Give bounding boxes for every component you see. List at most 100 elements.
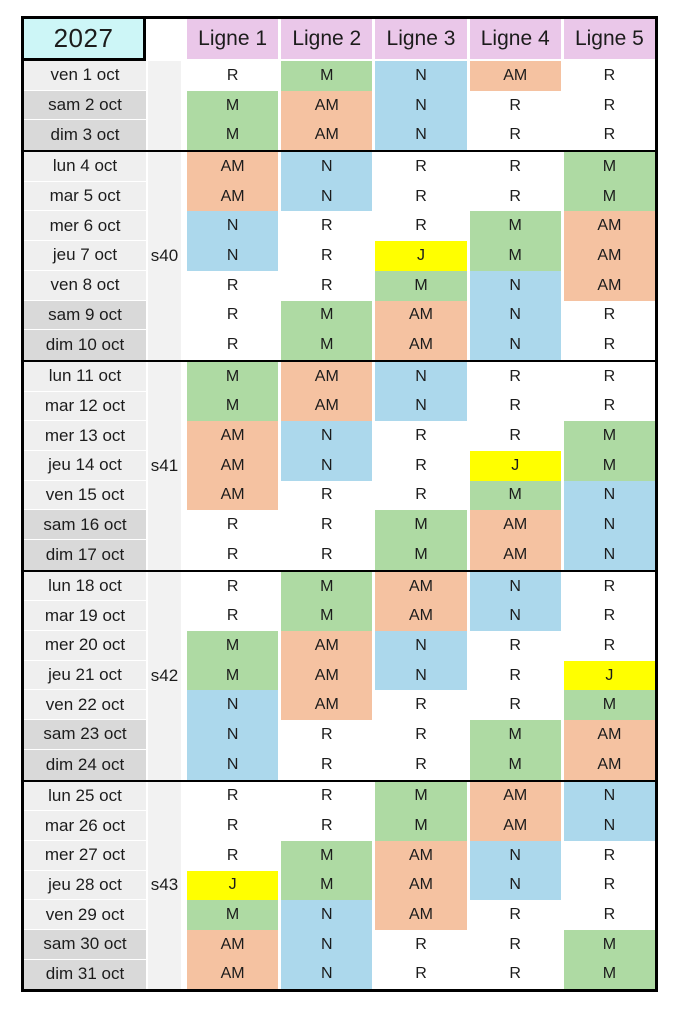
shift-cell: R [560, 90, 655, 121]
shift-cell: AM [372, 571, 467, 602]
date-cell: jeu 7 oct [24, 241, 146, 271]
shift-cell: AM [278, 631, 373, 661]
shift-cell: J [372, 241, 467, 271]
shift-cell: M [466, 211, 561, 242]
shift-cell: AM [278, 361, 373, 392]
shift-cell: R [278, 270, 373, 301]
shift-cell: AM [184, 421, 279, 451]
shift-cell: R [560, 601, 655, 632]
date-cell: dim 24 oct [24, 749, 146, 780]
column-header-ligne-4: Ligne 4 [466, 19, 561, 61]
shift-cell: M [560, 421, 655, 451]
shift-cell: R [184, 811, 279, 841]
shift-cell: AM [278, 90, 373, 121]
shift-cell: M [372, 270, 467, 301]
shift-cell: N [466, 601, 561, 632]
shift-cell: R [184, 330, 279, 360]
shift-cell: AM [184, 929, 279, 960]
shift-cell: R [184, 61, 279, 91]
shift-cell: AM [184, 181, 279, 212]
shift-cell: M [372, 540, 467, 570]
date-cell: lun 11 oct [24, 361, 146, 392]
week-number-label: s43 [146, 781, 184, 990]
shift-cell: R [372, 720, 467, 750]
shift-cell: AM [278, 391, 373, 422]
date-cell: lun 25 oct [24, 781, 146, 812]
week-number-label: s40 [146, 152, 184, 360]
date-cell: mar 26 oct [24, 811, 146, 841]
shift-cell: R [560, 840, 655, 871]
shift-cell: R [184, 510, 279, 540]
shift-cell: M [278, 601, 373, 632]
shift-cell: M [184, 361, 279, 392]
shift-cell: R [560, 330, 655, 360]
shift-cell: R [560, 300, 655, 331]
shift-cell: R [560, 61, 655, 91]
date-cell: mar 12 oct [24, 391, 146, 422]
shift-cell: N [372, 361, 467, 392]
shift-cell: AM [278, 660, 373, 691]
date-cell: ven 8 oct [24, 270, 146, 301]
shift-cell: R [466, 391, 561, 422]
shift-cell: R [466, 361, 561, 392]
shift-cell: M [560, 959, 655, 990]
shift-cell: N [278, 900, 373, 930]
shift-cell: N [184, 211, 279, 242]
shift-cell: N [372, 120, 467, 151]
column-header-ligne-5: Ligne 5 [560, 19, 655, 61]
shift-cell: N [372, 90, 467, 121]
shift-cell: R [466, 959, 561, 990]
shift-cell: N [278, 421, 373, 451]
shift-cell: M [278, 870, 373, 901]
shift-cell: R [466, 90, 561, 121]
date-cell: lun 4 oct [24, 152, 146, 182]
shift-cell: N [278, 152, 373, 182]
shift-cell: R [466, 120, 561, 151]
header-row: 2027 Ligne 1 Ligne 2 Ligne 3 Ligne 4 Ligne 5 [24, 19, 655, 61]
date-cell: ven 22 oct [24, 690, 146, 721]
week-number-label: s42 [146, 571, 184, 780]
shift-cell: M [372, 811, 467, 841]
date-cell: ven 1 oct [24, 61, 146, 91]
shift-cell: M [184, 90, 279, 121]
shift-cell: R [560, 361, 655, 392]
shift-cell: AM [372, 870, 467, 901]
shift-cell: J [184, 870, 279, 901]
shift-cell: R [278, 781, 373, 812]
shift-cell: M [560, 690, 655, 721]
week-number-label [146, 61, 184, 151]
shift-cell: M [278, 840, 373, 871]
shift-cell: R [560, 571, 655, 602]
column-header-ligne-1: Ligne 1 [184, 19, 279, 61]
shift-cell: J [560, 660, 655, 691]
shift-cell: M [560, 181, 655, 212]
shift-cell: R [466, 631, 561, 661]
shift-cell: R [278, 480, 373, 511]
shift-cell: AM [466, 781, 561, 812]
shift-cell: M [466, 720, 561, 750]
date-cell: sam 23 oct [24, 720, 146, 750]
shift-cell: M [560, 152, 655, 182]
shift-cell: R [466, 660, 561, 691]
shift-cell: R [372, 480, 467, 511]
shift-cell: M [278, 571, 373, 602]
shift-cell: R [372, 749, 467, 780]
shift-cell: N [372, 660, 467, 691]
shift-cell: R [184, 270, 279, 301]
shift-cell: R [278, 540, 373, 570]
date-cell: sam 16 oct [24, 510, 146, 540]
shift-cell: AM [278, 120, 373, 151]
shift-cell: M [560, 450, 655, 481]
shift-cell: N [466, 270, 561, 301]
shift-cell: R [372, 450, 467, 481]
date-cell: ven 29 oct [24, 900, 146, 930]
shift-cell: R [560, 870, 655, 901]
shift-cell: AM [560, 720, 655, 750]
shift-cell: N [278, 450, 373, 481]
